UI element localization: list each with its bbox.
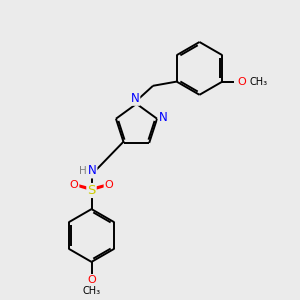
Text: O: O <box>237 76 246 87</box>
Text: O: O <box>104 179 113 190</box>
Text: N: N <box>159 111 167 124</box>
Text: N: N <box>130 92 140 105</box>
Text: CH₃: CH₃ <box>249 76 268 87</box>
Text: H: H <box>79 166 87 176</box>
Text: O: O <box>70 179 79 190</box>
Text: O: O <box>87 275 96 285</box>
Text: S: S <box>87 184 96 197</box>
Text: CH₃: CH₃ <box>82 286 100 296</box>
Text: N: N <box>88 164 97 178</box>
